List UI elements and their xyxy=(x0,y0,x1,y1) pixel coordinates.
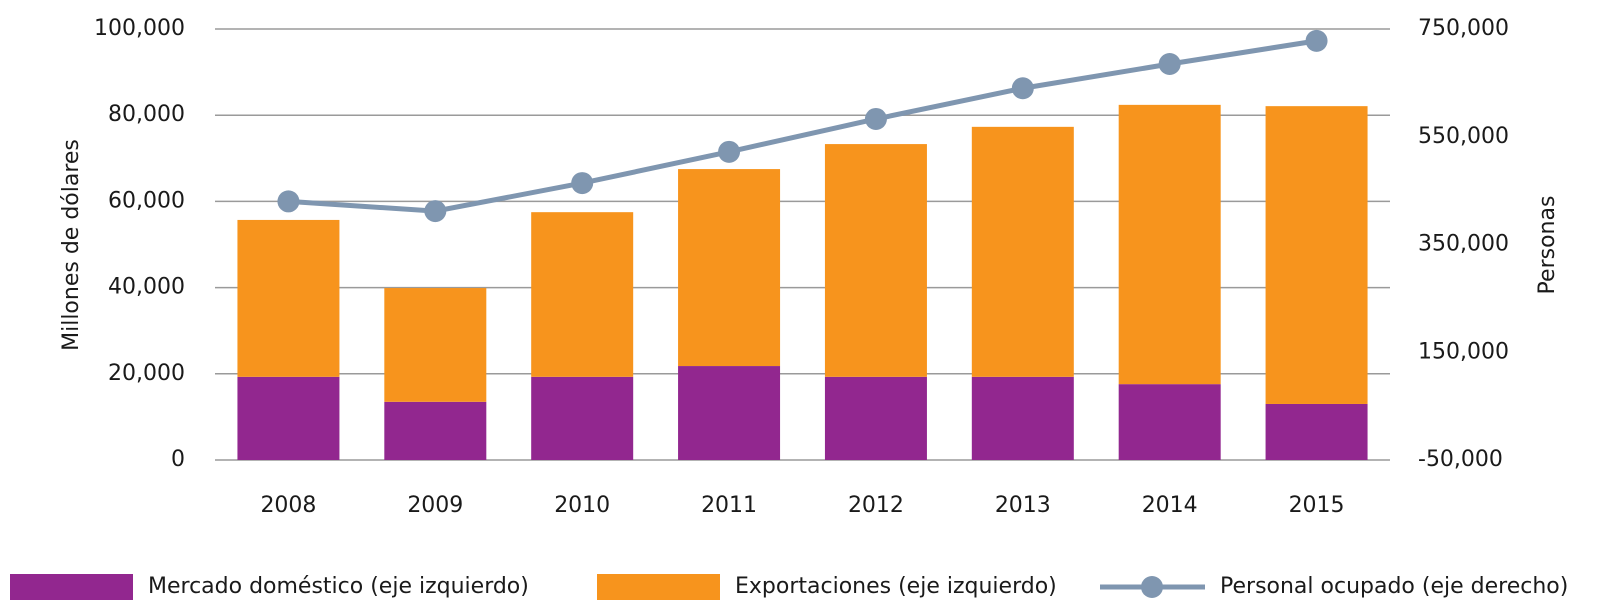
line-marker xyxy=(718,140,741,163)
x-tick-label: 2012 xyxy=(848,493,904,518)
legend-marker xyxy=(1141,576,1163,598)
y2-tick-label: 750,000 xyxy=(1418,16,1509,41)
bar-segment xyxy=(237,376,340,460)
line xyxy=(288,38,1317,214)
bar-segment xyxy=(1118,104,1221,385)
bar-segment xyxy=(531,212,634,377)
x-tick-label: 2011 xyxy=(701,493,757,518)
bar-segment xyxy=(971,126,1074,377)
bar-segment xyxy=(1265,106,1368,404)
x-tick-label: 2014 xyxy=(1142,493,1198,518)
y2-tick-label: -50,000 xyxy=(1418,447,1503,472)
y2-tick-label: 150,000 xyxy=(1418,339,1509,364)
line-marker xyxy=(1158,53,1181,76)
y-tick-label: 80,000 xyxy=(108,102,185,127)
bar-segment xyxy=(531,376,634,460)
bar-segment xyxy=(384,288,487,402)
x-tick-label: 2015 xyxy=(1289,493,1345,518)
y-tick-label: 60,000 xyxy=(108,188,185,213)
x-tick-label: 2010 xyxy=(554,493,610,518)
y-tick-label: 100,000 xyxy=(94,16,185,41)
bar-segment xyxy=(678,366,781,460)
legend-label: Personal ocupado (eje derecho) xyxy=(1220,574,1568,599)
bar-segment xyxy=(384,401,487,460)
line-marker xyxy=(424,200,447,223)
legend-label: Exportaciones (eje izquierdo) xyxy=(735,574,1057,599)
bar-segment xyxy=(1118,384,1221,460)
y-tick-label: 20,000 xyxy=(108,361,185,386)
y-axis-title: Millones de dólares xyxy=(59,139,84,351)
x-tick-label: 2008 xyxy=(260,493,316,518)
legend-swatch xyxy=(597,574,720,600)
bar-segment xyxy=(971,376,1074,460)
y-tick-label: 0 xyxy=(171,447,185,472)
y2-tick-label: 550,000 xyxy=(1418,124,1509,149)
bar-segment xyxy=(1265,403,1368,460)
y2-tick-label: 350,000 xyxy=(1418,232,1509,257)
x-tick-label: 2013 xyxy=(995,493,1051,518)
bar-segment xyxy=(237,219,340,377)
bar-segment xyxy=(824,144,927,377)
y-tick-label: 40,000 xyxy=(108,275,185,300)
bar-segment xyxy=(678,169,781,367)
x-tick-label: 2009 xyxy=(407,493,463,518)
line-marker xyxy=(864,107,887,130)
line-marker xyxy=(277,190,300,213)
bar-segment xyxy=(824,376,927,460)
legend-swatch xyxy=(10,574,133,600)
y2-axis-title: Personas xyxy=(1535,196,1560,295)
line-marker xyxy=(1305,29,1328,52)
line-marker xyxy=(1011,77,1034,100)
legend-label: Mercado doméstico (eje izquierdo) xyxy=(148,574,529,599)
line-marker xyxy=(571,172,594,195)
